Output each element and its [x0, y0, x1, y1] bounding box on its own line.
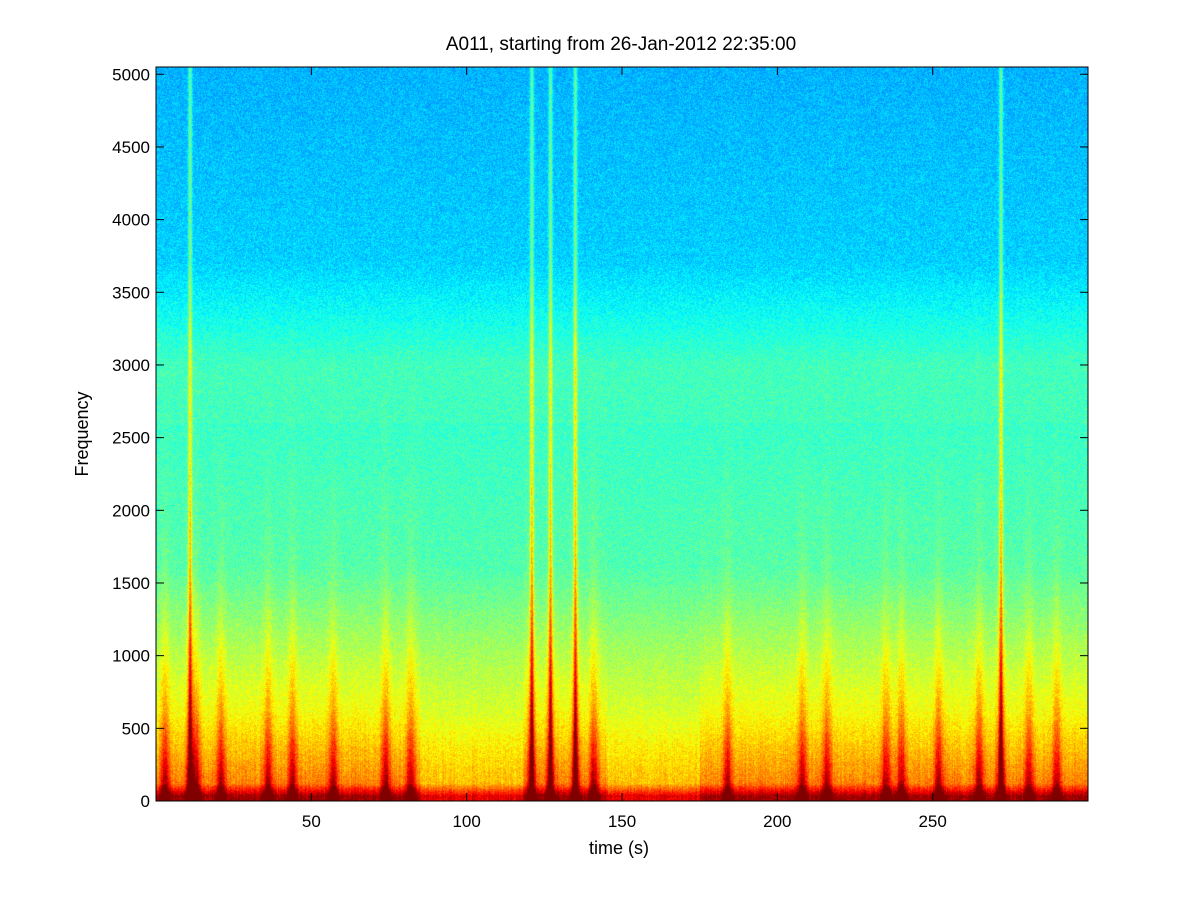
- x-axis-label: time (s): [589, 838, 649, 858]
- chart-title: A011, starting from 26-Jan-2012 22:35:00: [446, 34, 796, 55]
- x-tick-label: 100: [452, 812, 480, 831]
- x-tick-label: 50: [302, 812, 321, 831]
- y-tick-label: 1000: [112, 647, 150, 666]
- x-axis: 50 100 150 200 250: [302, 67, 947, 831]
- y-tick-label: 0: [141, 792, 150, 811]
- y-tick-label: 1500: [112, 574, 150, 593]
- y-axis: 0 500 1000 1500 2000 2500 3000 3500 4000 4500 5000: [112, 65, 1088, 811]
- y-tick-label: 5000: [112, 65, 150, 84]
- y-tick-label: 3500: [112, 283, 150, 302]
- plot-area: [156, 67, 1088, 801]
- y-tick-label: 2000: [112, 501, 150, 520]
- y-axis-label: Frequency: [72, 391, 92, 476]
- y-tick-label: 2500: [112, 429, 150, 448]
- y-tick-label: 500: [122, 719, 150, 738]
- x-tick-label: 150: [608, 812, 636, 831]
- y-tick-label: 3000: [112, 356, 150, 375]
- x-tick-label: 200: [763, 812, 791, 831]
- y-tick-label: 4000: [112, 211, 150, 230]
- spectrogram-heatmap: [156, 67, 1088, 801]
- x-tick-label: 250: [918, 812, 946, 831]
- y-tick-label: 4500: [112, 138, 150, 157]
